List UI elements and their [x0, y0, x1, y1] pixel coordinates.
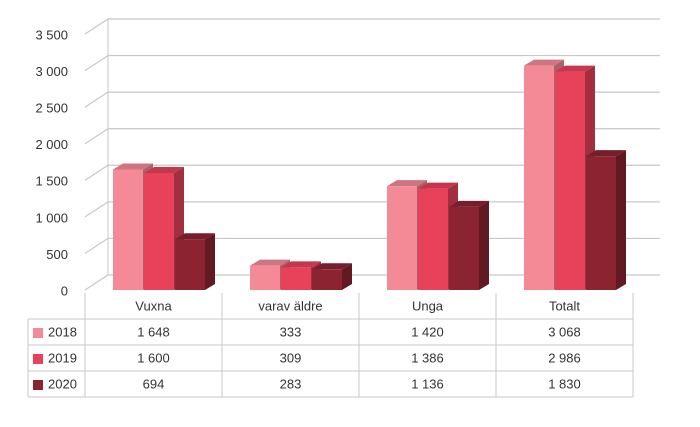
y-tick-label: 3 000: [35, 64, 68, 79]
bar: [312, 269, 342, 290]
bar: [449, 206, 479, 290]
y-tick-label: 1 000: [35, 210, 68, 225]
legend-label: 2019: [48, 350, 77, 365]
bar: [113, 169, 143, 290]
bar-top: [555, 65, 595, 72]
bar-top: [113, 163, 153, 170]
bar: [586, 156, 616, 290]
y-tick-label: 500: [46, 247, 68, 262]
legend-swatch: [33, 354, 43, 364]
bar: [418, 188, 448, 290]
y-tick-label: 2 500: [35, 101, 68, 116]
bar-side: [342, 263, 352, 290]
table-value: 3 068: [548, 324, 581, 339]
y-tick-label: 0: [61, 283, 68, 298]
bar-side: [616, 150, 626, 290]
bar-side: [205, 233, 215, 290]
bar: [250, 265, 280, 290]
table-value: 2 986: [548, 350, 581, 365]
table-value: 1 830: [548, 376, 581, 391]
bar-top: [312, 263, 352, 270]
bar: [387, 186, 417, 290]
bar-top: [418, 182, 458, 189]
bar-top: [175, 233, 215, 240]
table-value: 1 386: [411, 350, 444, 365]
legend-swatch: [33, 328, 43, 338]
table-value: 1 420: [411, 324, 444, 339]
bar-top: [449, 200, 489, 207]
bar-top: [387, 180, 427, 187]
bar: [144, 172, 174, 290]
table-value: 694: [143, 376, 165, 391]
table-value: 333: [280, 324, 302, 339]
bar-top: [281, 261, 321, 268]
table-value: 283: [280, 376, 302, 391]
x-tick-label: Vuxna: [135, 298, 172, 313]
bar-top: [586, 150, 626, 157]
bar: [175, 239, 205, 290]
legend-swatch: [33, 380, 43, 390]
bar: [281, 267, 311, 290]
bar: [555, 71, 585, 290]
grid-line: [84, 18, 660, 35]
table-value: 309: [280, 350, 302, 365]
bar: [524, 65, 554, 290]
legend-label: 2020: [48, 376, 77, 391]
bar-side: [479, 200, 489, 290]
y-tick-label: 1 500: [35, 174, 68, 189]
y-tick-label: 2 000: [35, 137, 68, 152]
legend-label: 2018: [48, 324, 77, 339]
x-tick-label: Totalt: [549, 298, 580, 313]
bar-top: [144, 166, 184, 173]
x-tick-label: varav äldre: [258, 298, 322, 313]
bar-top: [250, 259, 290, 266]
y-tick-label: 3 500: [35, 27, 68, 42]
x-tick-label: Unga: [412, 298, 444, 313]
table-value: 1 648: [137, 324, 170, 339]
table-value: 1 600: [137, 350, 170, 365]
bar-top: [524, 59, 564, 66]
table-value: 1 136: [411, 376, 444, 391]
